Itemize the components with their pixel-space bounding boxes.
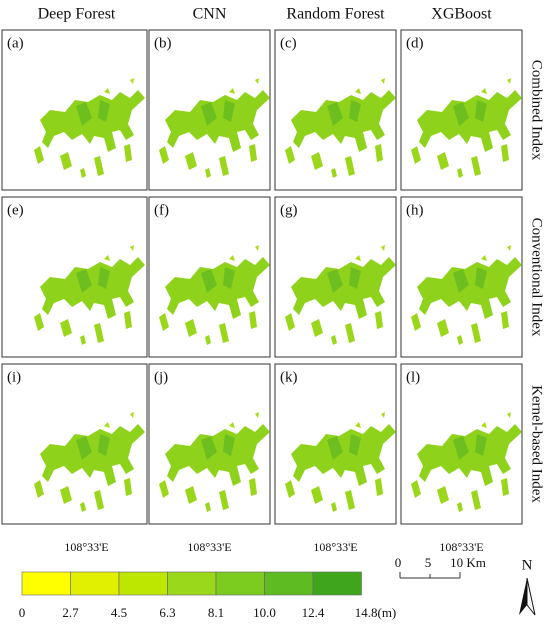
panel-label: (e): [7, 202, 24, 218]
legend-label: 10.0: [253, 605, 276, 620]
panel-label: (i): [7, 369, 21, 385]
scale-label: 10 Km: [450, 555, 486, 570]
legend-swatch: [118, 571, 168, 596]
legend: 0 2.7 4.5 6.3 8.1 10.0 12.4 14.8(m): [19, 571, 397, 620]
row-title: Kernel-based Index: [529, 385, 545, 503]
panel-label: (g): [280, 202, 298, 218]
panel-label: (h): [406, 202, 424, 218]
legend-label: 6.3: [159, 605, 175, 620]
lon-label: 108°33'E: [313, 540, 357, 554]
column-title: XGBoost: [431, 6, 492, 23]
legend-label: 12.4: [302, 605, 325, 620]
panel-label: (k): [280, 369, 298, 385]
legend-label: 4.5: [111, 605, 127, 620]
legend-swatch: [21, 571, 71, 596]
legend-label: 8.1: [208, 605, 224, 620]
legend-label: 0: [19, 605, 26, 620]
legend-swatch: [167, 571, 217, 596]
lon-label: 108°33'E: [187, 540, 231, 554]
panel-label: (f): [154, 202, 169, 218]
legend-label: 14.8(m): [355, 605, 397, 620]
lon-label: 108°33'E: [439, 540, 483, 554]
panel-label: (d): [406, 35, 424, 51]
panels: Deep Forest 108°33'E CNN 108°33'E Random For…: [1, 6, 545, 554]
legend-swatch: [312, 571, 362, 596]
north-arrow: N: [519, 557, 536, 616]
row-title: Conventional Index: [529, 218, 545, 337]
row-title: Combined Index: [529, 60, 545, 161]
panel-label: (l): [406, 369, 420, 385]
legend-swatch: [215, 571, 265, 596]
scale-label: 5: [425, 555, 432, 570]
north-arrow-half: [526, 577, 536, 616]
column-title: Random Forest: [286, 6, 385, 23]
scale-label: 0: [395, 555, 402, 570]
lon-label: 108°33'E: [64, 540, 108, 554]
column-title: CNN: [193, 6, 227, 23]
north-label: N: [522, 557, 533, 573]
north-arrow-half: [519, 578, 527, 615]
panel-label: (b): [154, 35, 172, 51]
legend-swatch: [70, 571, 120, 596]
legend-swatch: [264, 571, 314, 596]
legend-label: 2.7: [62, 605, 79, 620]
column-title: Deep Forest: [38, 6, 116, 23]
panel-label: (a): [7, 35, 24, 51]
scale-bar: 0 5 10 Km: [395, 555, 486, 579]
panel-label: (j): [154, 369, 168, 385]
panel-label: (c): [280, 35, 297, 51]
